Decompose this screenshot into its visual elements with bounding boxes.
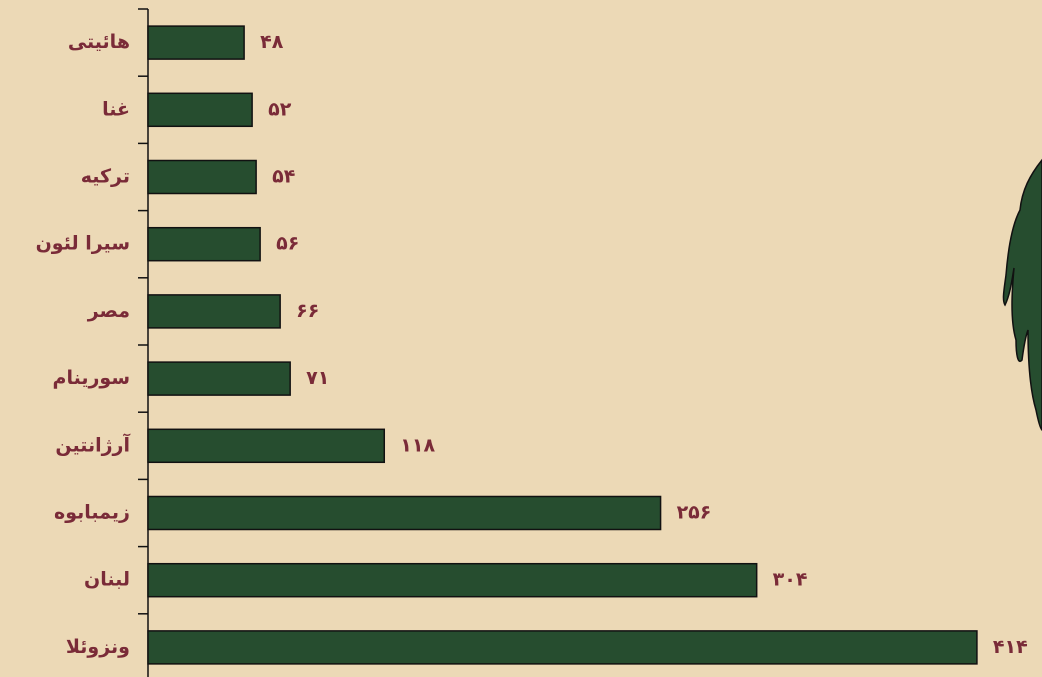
y-tick-label: ونزوئلا bbox=[66, 636, 130, 658]
bar bbox=[148, 631, 977, 664]
y-tick-label: ترکیه bbox=[81, 166, 130, 188]
value-label: ۵۶ bbox=[276, 233, 299, 255]
y-tick-label: آرژانتین bbox=[55, 432, 130, 456]
y-tick-label: سیرا لئون bbox=[36, 233, 130, 255]
value-label: ۶۶ bbox=[296, 300, 319, 322]
value-label: ۳۰۴ bbox=[773, 569, 808, 591]
value-label: ۷۱ bbox=[306, 367, 329, 389]
value-label: ۴۸ bbox=[260, 31, 284, 53]
bar bbox=[148, 161, 256, 194]
chart: هائیتی ۴۸ غنا ۵۲ ترکیه ۵۴ سیرا لئون ۵۶ مصر ۶۶ سوری… bbox=[0, 0, 1042, 677]
value-label: ۵۴ bbox=[272, 166, 295, 188]
y-tick-label: هائیتی bbox=[68, 31, 130, 53]
y-tick-label: مصر bbox=[87, 300, 130, 322]
page: {"chart_data": {"type": "bar", "orientat… bbox=[0, 0, 1042, 677]
bar bbox=[148, 228, 260, 261]
y-tick-label: لبنان bbox=[84, 569, 130, 591]
bar bbox=[148, 26, 244, 59]
bar bbox=[148, 362, 290, 395]
value-label: ۵۲ bbox=[268, 98, 292, 120]
bar bbox=[148, 295, 280, 328]
bar bbox=[148, 93, 252, 126]
y-tick-label: غنا bbox=[102, 98, 130, 120]
bar bbox=[148, 564, 757, 597]
y-tick-label: زیمبابوه bbox=[54, 502, 130, 524]
value-label: ۱۱۸ bbox=[400, 434, 435, 456]
bar bbox=[148, 429, 384, 462]
value-label: ۲۵۶ bbox=[677, 502, 712, 524]
bar bbox=[148, 497, 661, 530]
y-tick-label: سورینام bbox=[53, 367, 130, 389]
value-label: ۴۱۴ bbox=[993, 636, 1028, 658]
